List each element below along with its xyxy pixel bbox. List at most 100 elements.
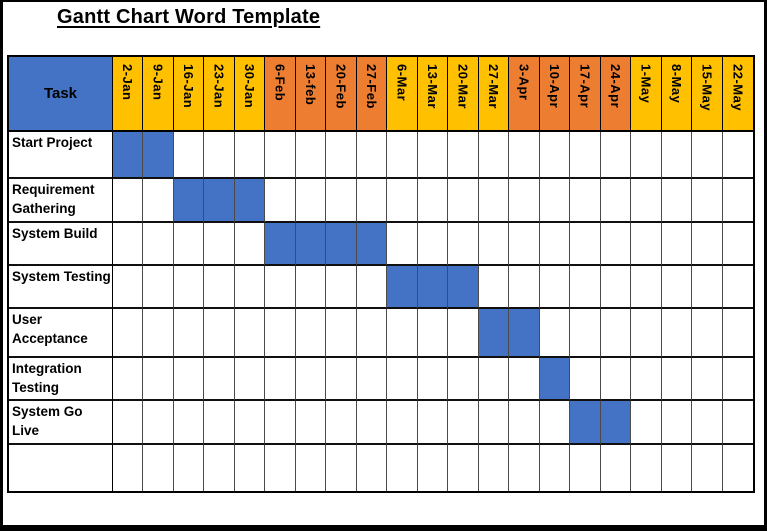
- gantt-cell: [417, 223, 449, 266]
- gantt-cell: [326, 445, 357, 491]
- gantt-cell: [448, 179, 479, 223]
- gantt-bar-cell: [539, 358, 571, 401]
- gantt-cell: [448, 309, 479, 358]
- gantt-cell: [295, 445, 327, 491]
- gantt-cell: [539, 266, 571, 309]
- gantt-cell: [509, 223, 540, 266]
- date-column-header: 20-Mar: [448, 57, 479, 132]
- gantt-cell: [234, 309, 266, 358]
- gantt-cell: [478, 266, 510, 309]
- gantt-cell: [631, 132, 662, 179]
- gantt-cell: [173, 401, 205, 445]
- gantt-cell: [356, 445, 388, 491]
- date-column-header: 15-May: [692, 57, 723, 132]
- gantt-cell: [295, 358, 327, 401]
- gantt-cell: [113, 179, 144, 223]
- gantt-cell: [113, 309, 144, 358]
- date-column-header: 27-Feb: [356, 57, 388, 132]
- date-label: 13-Mar: [424, 64, 440, 109]
- date-label: 22-May: [730, 64, 746, 112]
- gantt-cell: [570, 266, 601, 309]
- date-column-header: 13-feb: [295, 57, 327, 132]
- gantt-cell: [478, 223, 510, 266]
- gantt-cell: [234, 223, 266, 266]
- gantt-cell: [143, 223, 174, 266]
- date-column-header: 6-Mar: [387, 57, 418, 132]
- gantt-cell: [478, 445, 510, 491]
- gantt-cell: [478, 179, 510, 223]
- gantt-cell: [600, 358, 632, 401]
- gantt-cell: [631, 401, 662, 445]
- gantt-cell: [417, 401, 449, 445]
- gantt-cell: [631, 358, 662, 401]
- gantt-cell: [326, 266, 357, 309]
- gantt-cell: [722, 132, 753, 179]
- date-column-header: 2-Jan: [113, 57, 144, 132]
- gantt-cell: [661, 132, 693, 179]
- gantt-cell: [661, 358, 693, 401]
- gantt-bar-cell: [234, 179, 266, 223]
- gantt-cell: [448, 445, 479, 491]
- gantt-cell: [600, 445, 632, 491]
- gantt-cell: [326, 179, 357, 223]
- gantt-cell: [265, 309, 296, 358]
- gantt-cell: [234, 266, 266, 309]
- gantt-cell: [143, 401, 174, 445]
- gantt-cell: [387, 223, 418, 266]
- gantt-cell: [173, 132, 205, 179]
- task-column-header: Task: [9, 57, 113, 132]
- gantt-cell: [234, 401, 266, 445]
- gantt-cell: [204, 358, 235, 401]
- date-column-header: 3-Apr: [509, 57, 540, 132]
- gantt-cell: [722, 309, 753, 358]
- gantt-cell: [265, 179, 296, 223]
- date-label: 9-Jan: [150, 64, 166, 101]
- date-label: 3-Apr: [516, 64, 532, 101]
- gantt-cell: [356, 401, 388, 445]
- gantt-cell: [204, 445, 235, 491]
- gantt-bar-cell: [113, 132, 144, 179]
- gantt-cell: [478, 358, 510, 401]
- task-label: Requirement Gathering: [9, 179, 113, 223]
- gantt-cell: [600, 179, 632, 223]
- gantt-cell: [173, 358, 205, 401]
- date-column-header: 22-May: [722, 57, 753, 132]
- gantt-cell: [173, 223, 205, 266]
- gantt-cell: [692, 266, 723, 309]
- gantt-cell: [143, 266, 174, 309]
- gantt-cell: [295, 179, 327, 223]
- date-column-header: 1-May: [631, 57, 662, 132]
- gantt-cell: [661, 445, 693, 491]
- gantt-cell: [570, 179, 601, 223]
- gantt-cell: [417, 445, 449, 491]
- gantt-cell: [387, 132, 418, 179]
- gantt-cell: [539, 445, 571, 491]
- gantt-cell: [356, 266, 388, 309]
- gantt-cell: [509, 358, 540, 401]
- gantt-cell: [661, 223, 693, 266]
- page-title: Gantt Chart Word Template: [57, 6, 321, 28]
- gantt-bar-cell: [326, 223, 357, 266]
- gantt-cell: [356, 179, 388, 223]
- gantt-cell: [509, 401, 540, 445]
- gantt-cell: [295, 266, 327, 309]
- gantt-cell: [113, 445, 144, 491]
- date-label: 8-May: [668, 64, 684, 104]
- gantt-cell: [722, 445, 753, 491]
- gantt-bar-cell: [387, 266, 418, 309]
- gantt-bar-cell: [509, 309, 540, 358]
- gantt-cell: [448, 223, 479, 266]
- gantt-cell: [661, 179, 693, 223]
- date-column-header: 10-Apr: [539, 57, 571, 132]
- gantt-cell: [113, 266, 144, 309]
- gantt-bar-cell: [265, 223, 296, 266]
- gantt-cell: [570, 358, 601, 401]
- gantt-cell: [204, 132, 235, 179]
- gantt-cell: [722, 401, 753, 445]
- gantt-cell: [265, 445, 296, 491]
- gantt-cell: [417, 309, 449, 358]
- date-label: 27-Mar: [485, 64, 501, 109]
- gantt-cell: [356, 309, 388, 358]
- gantt-cell: [113, 401, 144, 445]
